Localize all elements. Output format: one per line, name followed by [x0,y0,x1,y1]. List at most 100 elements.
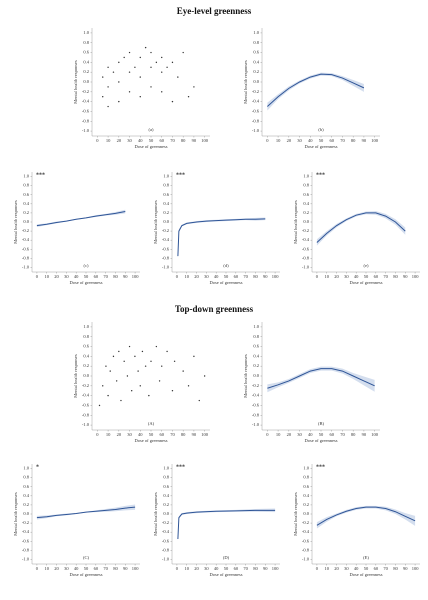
y-tick-label: -0.4 [82,393,90,398]
y-tick-label: 0.6 [163,484,169,489]
x-axis-label: Dose of greenness [350,572,383,577]
point [177,76,179,78]
x-tick-label: 30 [297,432,302,437]
point [150,66,152,68]
point [144,365,147,367]
x-tick-label: 60 [374,274,379,279]
fit-line [36,506,136,519]
y-tick-label: 0.2 [163,502,169,507]
point [137,370,139,372]
point [126,375,129,377]
y-tick-label: 0.2 [253,69,259,74]
y-tick-label: 0.4 [253,59,259,64]
x-tick-label: 80 [181,432,186,437]
x-tick-label: 80 [393,566,398,571]
point [193,86,195,88]
point [171,100,174,103]
confidence-band [316,211,406,246]
x-tick-label: 20 [117,138,122,143]
point [173,360,176,362]
point [128,345,131,348]
significance: *** [176,464,185,470]
y-tick-label: 0.8 [303,183,309,188]
x-tick-label: 100 [132,566,140,571]
x-tick-label: 100 [371,138,379,143]
point [112,71,115,73]
x-axis-label: Dose of greenness [135,438,168,443]
point [123,360,125,362]
y-tick-label: -0.8 [22,547,30,552]
x-axis-label: Dose of greenness [305,438,338,443]
point [98,404,101,407]
fit-line [36,211,126,227]
x-tick-label: 60 [159,138,164,143]
point [134,66,136,68]
point [150,360,152,362]
y-tick-label: -0.2 [82,89,89,94]
panel-label: (E) [363,555,369,560]
x-tick-label: 20 [54,274,59,279]
confidence-band [177,508,276,542]
x-tick-label: 20 [54,566,59,571]
y-tick-label: -0.2 [162,228,169,233]
x-tick-label: 30 [127,432,132,437]
x-axis-label: Dose of greenness [70,572,103,577]
significance: * [36,464,39,470]
y-tick-label: -0.4 [22,237,30,242]
x-tick-label: 80 [351,138,356,143]
y-tick-label: 0.6 [303,192,309,197]
x-tick-label: 70 [170,138,175,143]
y-tick-label: -0.4 [302,237,310,242]
y-tick-label: -1.0 [82,422,90,427]
y-tick-label: 1.0 [83,30,89,35]
y-tick-label: 0.2 [303,502,309,507]
x-tick-label: 70 [340,138,345,143]
x-tick-label: 40 [308,432,313,437]
point [171,390,174,392]
point [139,76,141,78]
y-tick-label: -1.0 [162,264,170,269]
y-tick-label: 0.0 [163,511,169,516]
x-tick-label: 50 [224,274,229,279]
x-tick-label: 10 [44,274,49,279]
x-tick-label: 0 [266,432,269,437]
x-tick-label: 50 [364,274,369,279]
y-tick-label: -0.2 [162,520,169,525]
x-tick-label: 20 [287,432,292,437]
significance: *** [176,172,185,178]
y-tick-label: -0.8 [82,412,90,417]
y-tick-label: -1.0 [252,422,260,427]
y-tick-label: 0.4 [253,353,259,358]
panel-label: (c) [84,263,89,268]
y-tick-label: 0.6 [83,344,89,349]
x-tick-label: 20 [334,274,339,279]
x-tick-label: 0 [176,566,179,571]
y-tick-label: 0.6 [23,484,29,489]
y-tick-label: 0.4 [303,493,309,498]
x-tick-label: 90 [263,566,268,571]
point [155,345,158,348]
point [130,390,133,392]
x-tick-label: 0 [96,138,99,143]
y-tick-label: -0.2 [252,89,259,94]
point [107,394,109,397]
y-tick-label: -1.0 [302,264,310,269]
x-tick-label: 50 [149,432,154,437]
x-tick-label: 40 [354,274,359,279]
x-tick-label: 0 [36,566,39,571]
y-tick-label: -0.2 [252,383,259,388]
y-tick-label: 1.0 [253,30,259,35]
x-tick-label: 70 [383,566,388,571]
x-tick-label: 40 [308,138,313,143]
y-tick-label: 0.0 [23,219,29,224]
point [118,350,120,353]
point [128,91,131,93]
x-tick-label: 10 [184,274,189,279]
x-tick-label: 10 [44,566,49,571]
y-tick-label: -0.4 [252,99,260,104]
y-tick-label: -0.4 [82,99,90,104]
point [134,355,136,358]
y-axis-label: Mental health responses [153,492,158,536]
y-tick-label: -0.2 [302,520,309,525]
